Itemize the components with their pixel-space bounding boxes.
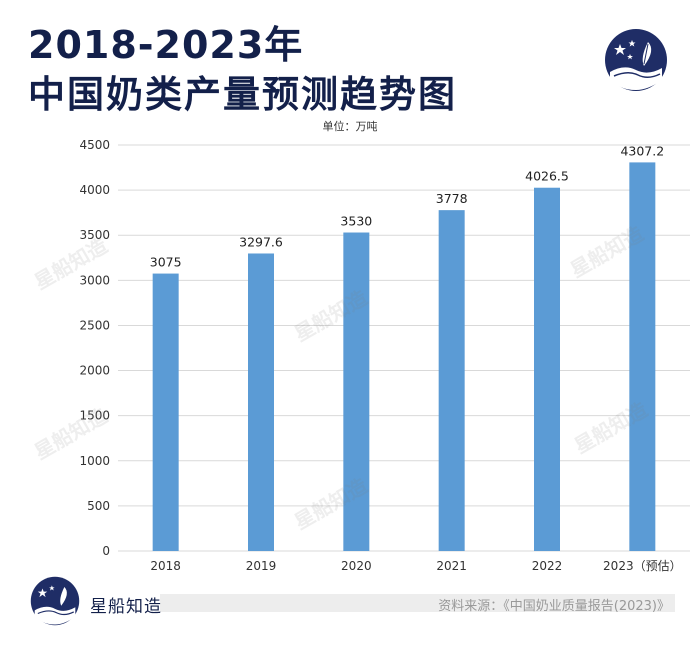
- footer-bar: [160, 594, 675, 612]
- bar: [248, 253, 274, 551]
- bar: [152, 273, 179, 551]
- data-label: 4307.2: [620, 143, 664, 158]
- y-tick-label: 2500: [79, 318, 110, 332]
- y-tick-label: 0: [102, 544, 110, 558]
- bar: [343, 232, 370, 551]
- y-tick-label: 1500: [79, 409, 110, 423]
- brand-logo-icon: [605, 29, 667, 91]
- bar: [438, 210, 465, 551]
- x-tick-label: 2022: [532, 559, 563, 573]
- title-line-2: 中国奶类产量预测趋势图: [28, 73, 457, 116]
- data-label: 3075: [150, 255, 182, 270]
- data-label: 3297.6: [239, 234, 283, 249]
- title-line-1: 2018-2023年: [28, 23, 304, 67]
- data-label: 4026.5: [525, 169, 569, 184]
- bar: [534, 187, 560, 551]
- y-tick-label: 500: [87, 499, 110, 513]
- x-tick-label: 2021: [436, 559, 467, 573]
- y-tick-label: 4500: [79, 138, 110, 152]
- x-tick-label: 2018: [150, 559, 181, 573]
- bar: [629, 162, 656, 552]
- source-note: 资料来源：《中国奶业质量报告(2023)》: [438, 599, 670, 614]
- footer-brand: 星船知造: [90, 597, 162, 617]
- x-tick-label: 2019: [246, 559, 277, 573]
- x-tick-label: 2020: [341, 559, 372, 573]
- unit-label: 单位：万吨: [322, 120, 378, 133]
- y-tick-label: 3000: [79, 273, 110, 287]
- y-tick-label: 1000: [79, 454, 110, 468]
- data-label: 3530: [340, 214, 372, 229]
- y-tick-label: 2000: [79, 364, 110, 378]
- data-label: 3778: [436, 191, 468, 206]
- y-tick-label: 4000: [79, 183, 110, 197]
- x-tick-label: 2023（预估）: [603, 559, 682, 573]
- brand-logo-small-icon: [30, 576, 80, 626]
- y-tick-label: 3500: [79, 228, 110, 242]
